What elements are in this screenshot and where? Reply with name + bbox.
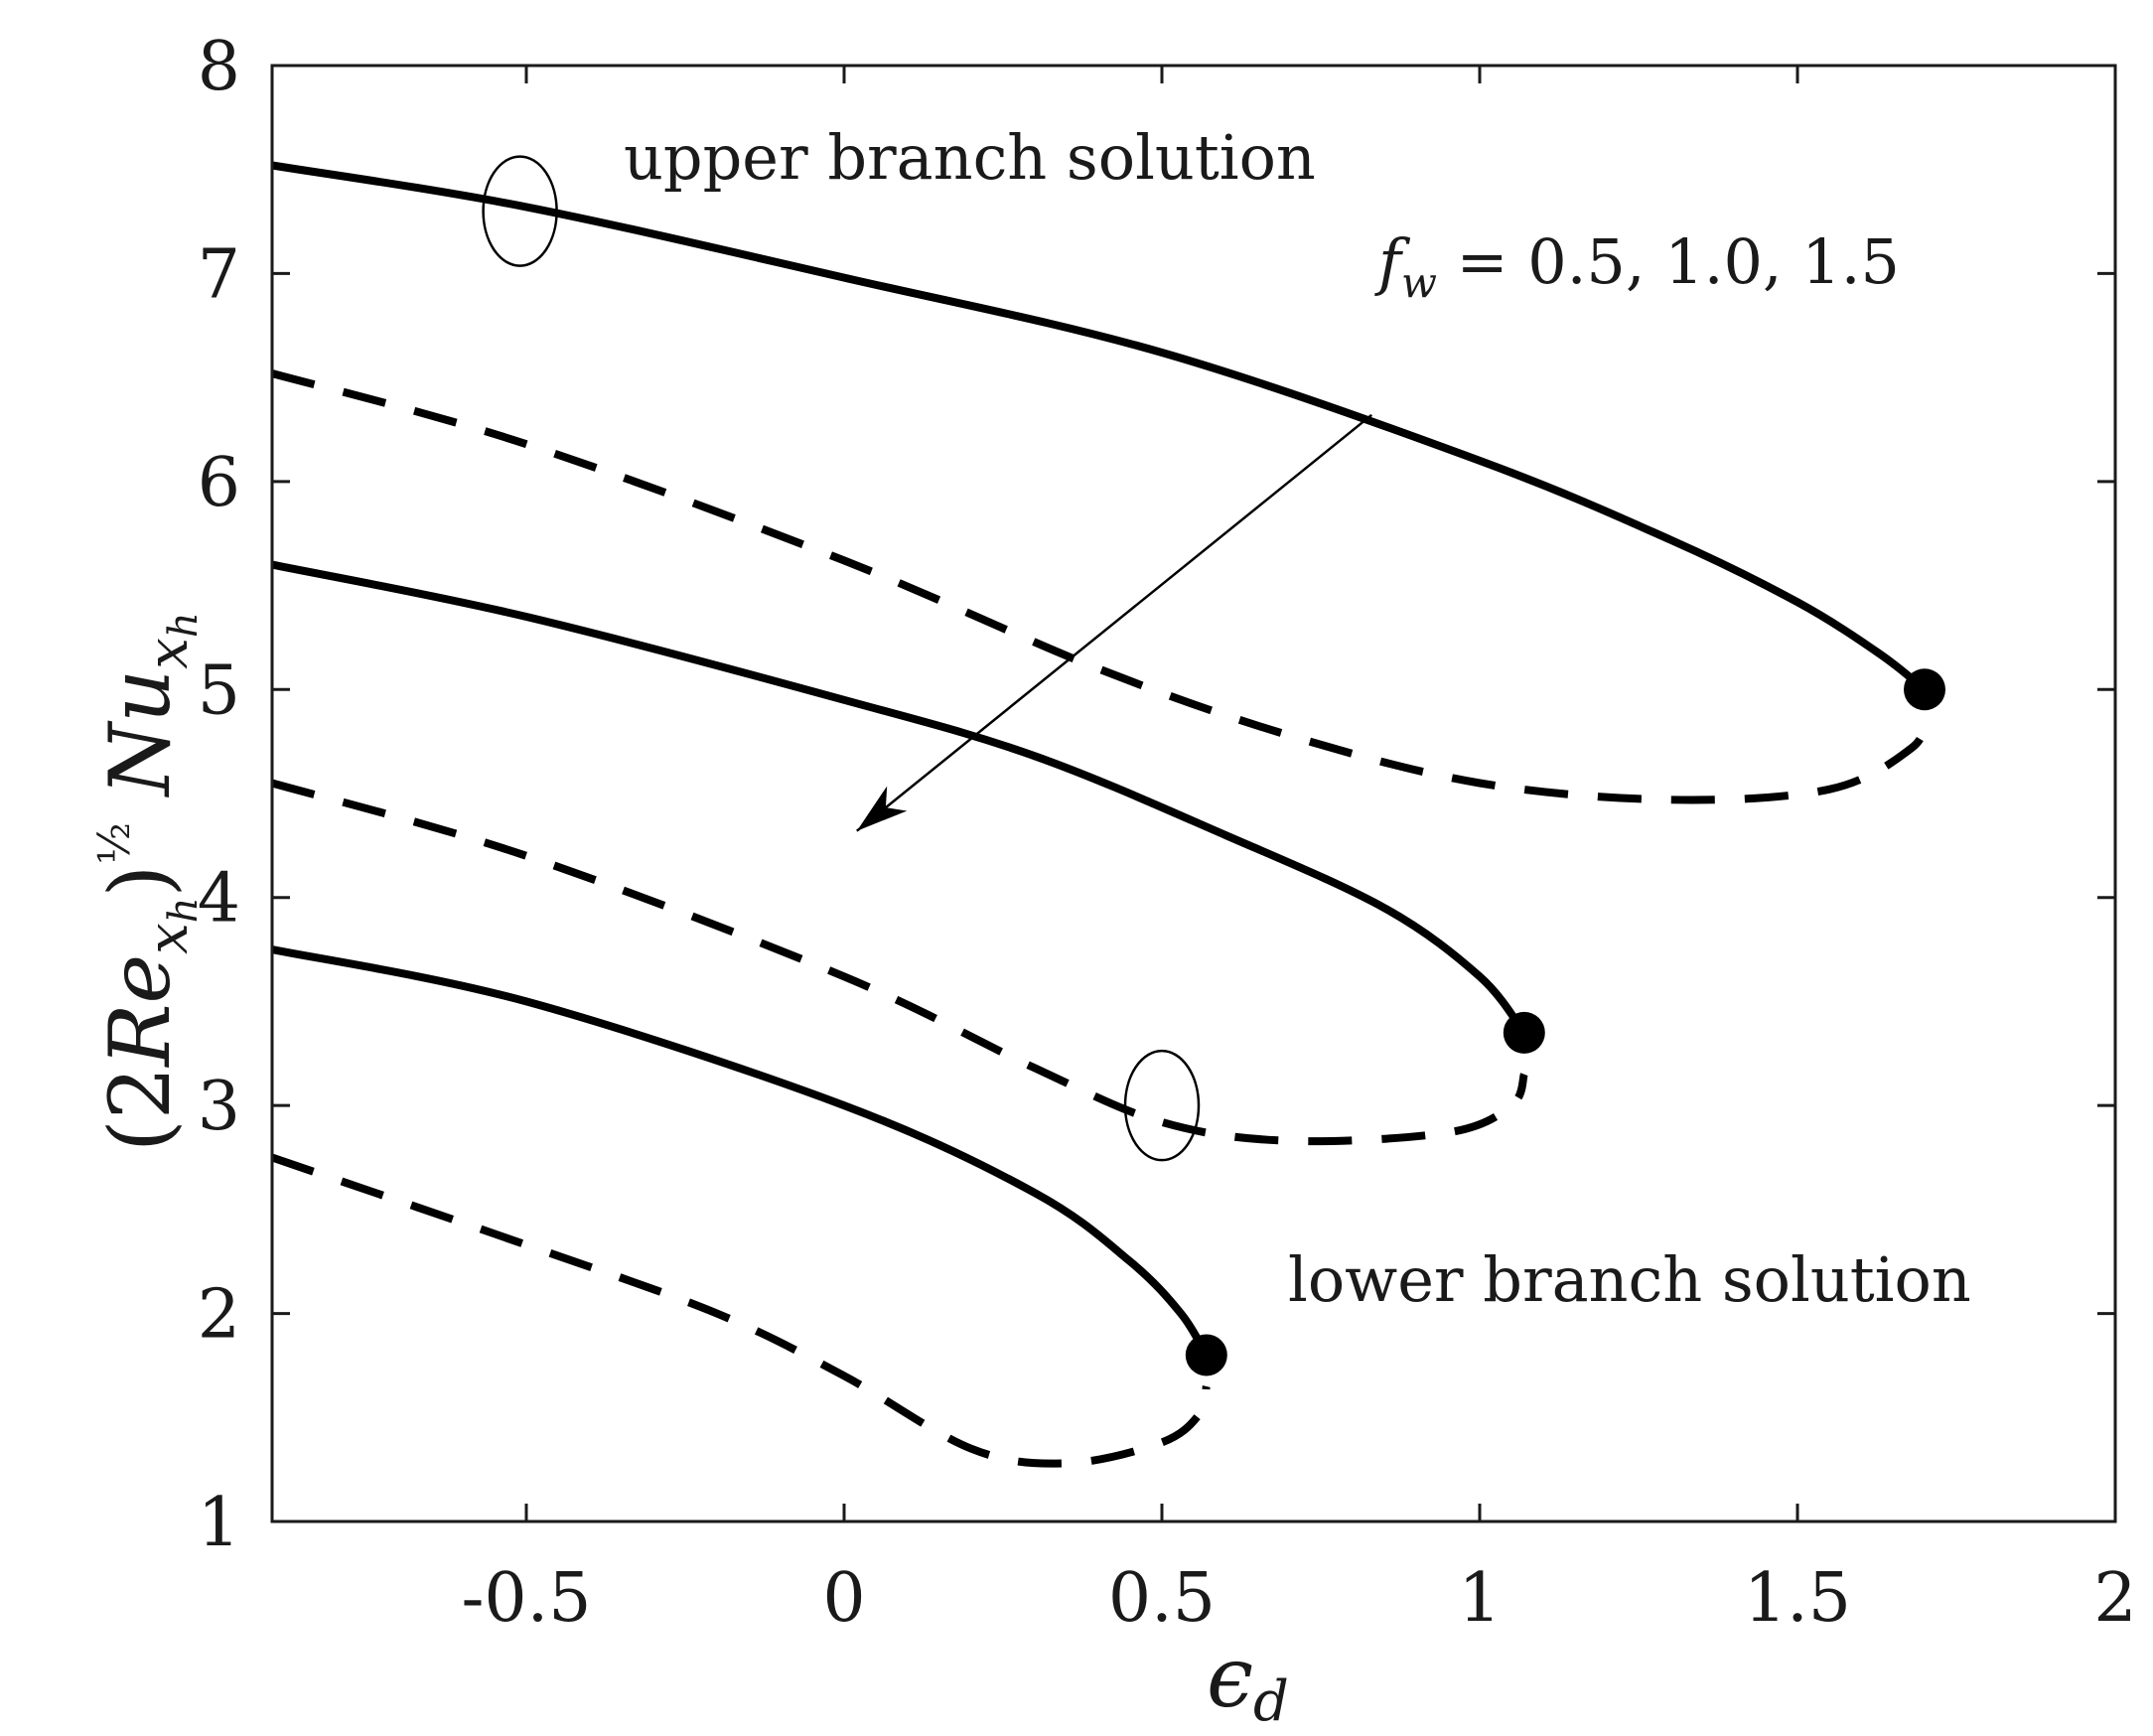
upper-branch-label: upper branch solution — [624, 121, 1316, 194]
lower-branch-curve — [270, 779, 1528, 1146]
y-tick-label: 3 — [198, 1068, 240, 1146]
x-tick-label: 0 — [822, 1559, 865, 1638]
arrow-line — [856, 413, 1372, 832]
critical-point — [1503, 1011, 1545, 1054]
x-tick-label: -0.5 — [461, 1559, 591, 1638]
y-tick-label: 2 — [198, 1276, 240, 1355]
branch-ellipse-marker — [1123, 1049, 1201, 1162]
y-tick-label: 4 — [198, 860, 240, 939]
x-tick-label: 1.5 — [1744, 1559, 1851, 1638]
lower-branch-curve — [270, 369, 1929, 804]
y-tick-label: 5 — [198, 651, 240, 730]
y-tick-label: 6 — [198, 444, 240, 522]
branch-ellipse-marker — [482, 155, 558, 267]
x-axis-label: ϵd — [1207, 1629, 1289, 1734]
tick-labels: -0.5 0 0.5 1 1.5 2 1 2 3 4 5 6 7 8 — [198, 28, 2137, 1638]
upper-branch-curve — [271, 560, 1528, 1036]
lower-branch-label: lower branch solution — [1288, 1243, 1971, 1316]
critical-point — [1904, 668, 1945, 711]
x-tick-label: 0.5 — [1108, 1559, 1216, 1638]
lower-branch-curve — [270, 1153, 1211, 1468]
curves — [270, 161, 1929, 1468]
markers — [482, 155, 1945, 1376]
arrow-head — [856, 786, 908, 831]
critical-point — [1185, 1334, 1227, 1376]
fw-label: fw = 0.5, 1.0, 1.5 — [1374, 225, 1900, 307]
y-axis-label: (2Rexh)½ Nuxh — [89, 612, 207, 1152]
x-tick-label: 1 — [1458, 1559, 1501, 1638]
x-tick-label: 2 — [2093, 1559, 2136, 1638]
y-tick-label: 1 — [198, 1484, 240, 1562]
y-tick-label: 7 — [198, 235, 240, 314]
plot-frame — [270, 64, 2117, 1523]
upper-branch-curve — [271, 945, 1211, 1358]
upper-branch-curve — [271, 161, 1928, 693]
y-tick-label: 8 — [198, 28, 240, 106]
